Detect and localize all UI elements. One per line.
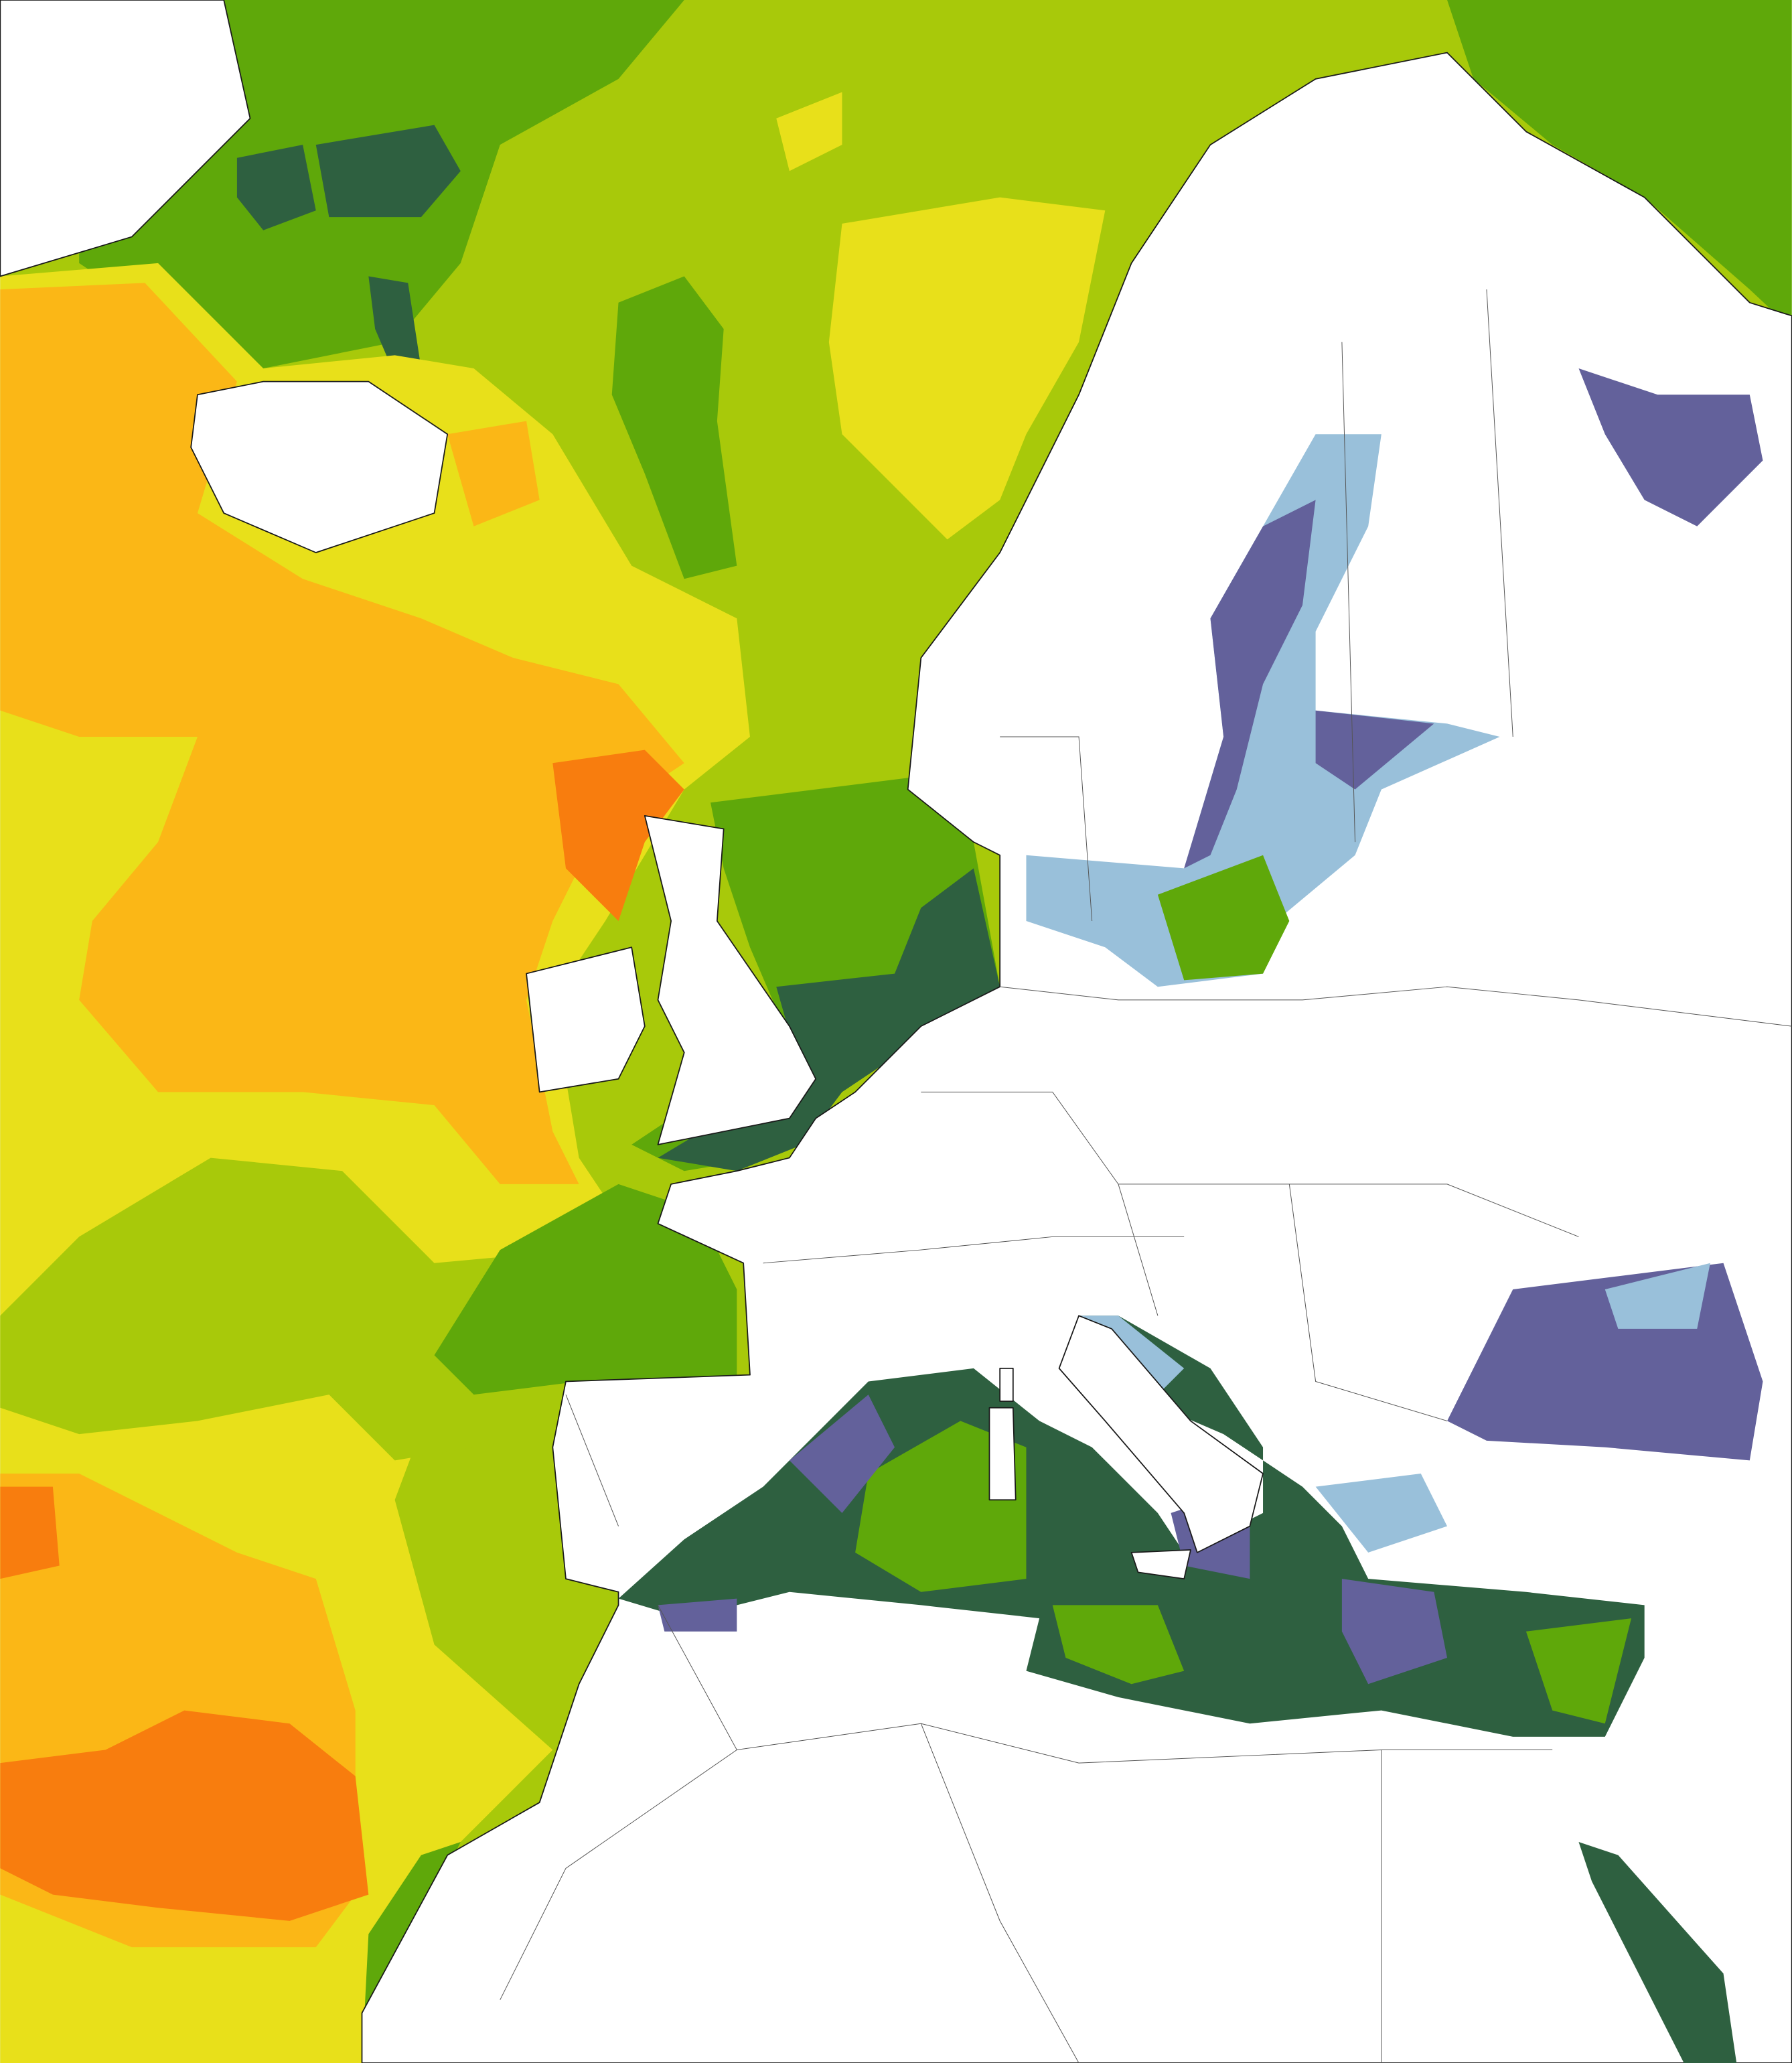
ocean-zone: [1447, 0, 1792, 330]
ocean-zone: [552, 750, 684, 921]
land: [644, 814, 817, 1145]
ocean-zone: [447, 421, 540, 526]
land: [190, 380, 449, 553]
sea-zone: [1604, 1263, 1710, 1329]
ocean-zone: [658, 868, 1000, 1171]
land: [1058, 1315, 1264, 1553]
ocean-zone: [0, 1157, 744, 1461]
sea-zone: [658, 1395, 1448, 1685]
ocean-zone: [776, 92, 1106, 540]
land: [988, 1367, 1191, 1580]
ocean-zone: [631, 776, 1000, 1171]
land: [526, 946, 646, 1093]
red-sea: [1578, 1842, 1737, 2063]
white-sea: [1578, 368, 1763, 526]
ocean-zone: [0, 1486, 369, 1921]
sea-zone: [1157, 855, 1290, 981]
baltic-sea: [1026, 434, 1500, 987]
ocean-zone: [236, 125, 461, 375]
ocean-zone: [434, 1184, 737, 1395]
sea-zone: [855, 1421, 1632, 1724]
sea-zone: [1079, 1315, 1448, 1553]
sea-zone: [1184, 500, 1434, 869]
ocean-zone: [611, 276, 737, 579]
land: [0, 0, 251, 277]
ocean-zone: [0, 283, 684, 1184]
border: [500, 289, 1792, 2063]
